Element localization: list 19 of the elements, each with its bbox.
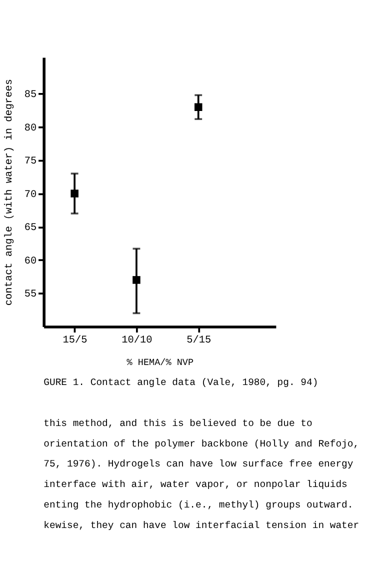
text: interface with air, water vapor, or nonpolar liquids: [44, 479, 348, 490]
text: this method, and this is believed to be due to: [44, 418, 313, 429]
y-tick-label: 80: [24, 122, 37, 134]
y-tick-label: 65: [24, 222, 37, 234]
y-tick-label: 70: [24, 188, 37, 201]
y-tick-label: 75: [24, 156, 37, 168]
text: 75, 1976). Hydrogels can have low surface free energy: [44, 458, 354, 470]
text: enting the hydrophobic (i.e., methyl) groups outward.: [44, 500, 354, 511]
text: GURE 1. Contact angle data (Vale, 1980, pg. 94): [44, 376, 318, 388]
x-tick-label: 10/10: [122, 334, 152, 347]
text: orientation of the polymer backbone (Holly and Refojo,: [44, 438, 360, 450]
y-axis-title: contact angle (with water) in degrees: [3, 79, 16, 306]
y-tick-label: 60: [24, 255, 37, 268]
text: kewise, they can have low interfacial tension in water: [44, 520, 360, 531]
x-tick-label: 15/5: [62, 334, 88, 347]
y-tick-label: 85: [24, 89, 37, 102]
x-tick-label: 5/15: [186, 334, 212, 347]
y-tick-label: 55: [24, 288, 37, 300]
x-axis-title: % HEMA/% NVP: [126, 357, 194, 368]
